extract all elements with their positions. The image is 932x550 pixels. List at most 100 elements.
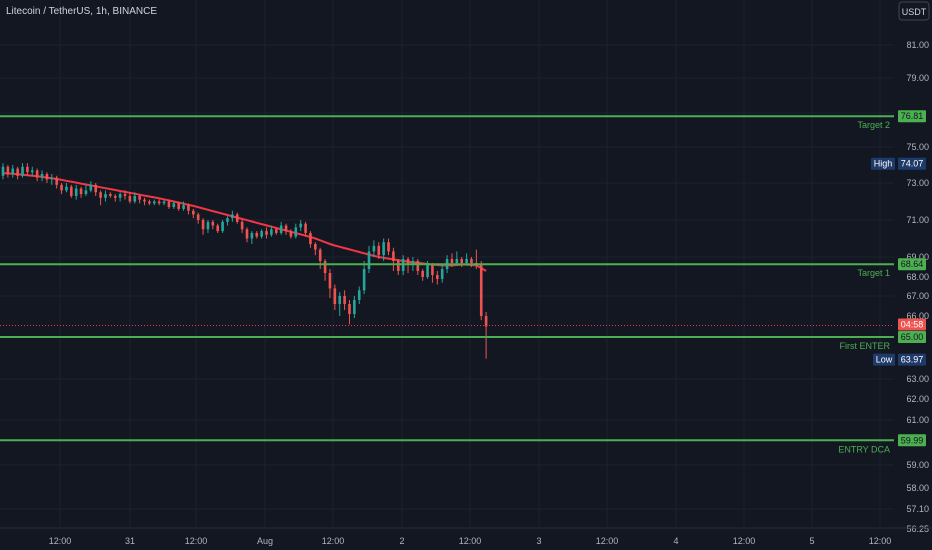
candle <box>70 184 73 198</box>
candle-body <box>26 166 29 173</box>
currency-button[interactable]: USDT <box>898 1 930 21</box>
candle <box>118 192 122 202</box>
candle <box>226 216 229 226</box>
candle <box>162 199 166 206</box>
candle-body <box>1 166 5 176</box>
candle <box>421 269 424 281</box>
time-tick-label: 12:00 <box>596 536 619 546</box>
candle-body <box>192 210 195 215</box>
candle <box>45 172 49 183</box>
candle <box>60 183 63 195</box>
time-axis[interactable]: 12:00 31 12:00 Aug 12:00 2 12:00 3 12:00 4 12:00 5 1… <box>0 527 932 546</box>
time-tick-label: 12:00 <box>49 536 72 546</box>
candle <box>196 212 200 224</box>
candle-body <box>309 232 312 245</box>
candle-body <box>11 168 15 174</box>
candle <box>479 261 483 321</box>
candle-body <box>470 259 473 263</box>
price-tick-label: 73.00 <box>906 178 929 188</box>
candle-body <box>328 273 332 289</box>
candle <box>323 259 327 281</box>
candle-body <box>440 269 444 279</box>
candle-body <box>245 229 249 239</box>
candle <box>392 247 395 271</box>
price-tick-label: 81.00 <box>906 40 929 50</box>
candle <box>79 186 83 198</box>
candle <box>362 261 366 295</box>
candle <box>11 165 15 178</box>
level-price-tag-text: 59.99 <box>901 435 924 445</box>
candle-body <box>94 184 98 193</box>
candle <box>172 201 176 209</box>
low-label-tag: Low <box>873 353 895 366</box>
candle <box>89 181 93 193</box>
candle-body <box>411 261 415 265</box>
candle-body <box>392 251 395 261</box>
level-entry-dca[interactable]: ENTRY DCA <box>0 439 898 454</box>
level-target-2[interactable]: Target 2 <box>0 115 898 130</box>
candle-body <box>382 242 385 256</box>
price-tick-label: 79.00 <box>906 73 929 83</box>
currency-button-label: USDT <box>902 7 927 17</box>
candle-body <box>377 245 381 256</box>
level-first-enter[interactable]: First ENTER <box>0 336 898 351</box>
candle-body <box>250 232 254 239</box>
candle-body <box>387 242 390 252</box>
moving-average-path <box>2 172 487 272</box>
candle-body <box>431 265 434 275</box>
candle <box>84 184 88 196</box>
level-price-tag-text: 68.64 <box>901 259 924 269</box>
level-price-tag: 59.99 <box>898 434 926 447</box>
level-label: Target 1 <box>857 268 890 278</box>
candle-body <box>143 199 146 202</box>
low-label-tag-text: Low <box>876 355 893 365</box>
candle <box>309 231 312 248</box>
candle-body <box>372 245 376 252</box>
low-value-tag-text: 63.97 <box>901 355 924 365</box>
candle <box>367 245 371 273</box>
candle <box>240 220 244 233</box>
high-value-tag: 74.07 <box>898 157 926 170</box>
candle-body <box>182 205 185 209</box>
price-tick-label: 66.00 <box>906 311 929 321</box>
time-tick-label: 2 <box>399 536 404 546</box>
candle-body <box>426 265 429 277</box>
candle <box>328 269 332 298</box>
level-target-1[interactable]: Target 1 <box>0 263 898 278</box>
candle-body <box>16 168 19 176</box>
candle <box>40 170 44 182</box>
time-tick-label: 12:00 <box>185 536 208 546</box>
candle-body <box>206 221 210 230</box>
high-label-tag: High <box>871 157 895 170</box>
price-tick-label: 69.00 <box>906 252 929 262</box>
candle-body <box>187 205 190 211</box>
candle-body <box>299 223 302 228</box>
candle-body <box>333 288 337 304</box>
candle-body <box>55 177 58 185</box>
horizontal-levels[interactable]: Target 2 Target 1 First ENTER ENTRY DCA <box>0 115 898 454</box>
candle <box>372 240 376 257</box>
candle-body <box>113 195 117 198</box>
time-tick-label: 12:00 <box>733 536 756 546</box>
candle <box>192 208 195 219</box>
current-price-tag-text: 04:58 <box>901 319 924 329</box>
price-tick-label: 63.00 <box>906 374 929 384</box>
candle-body <box>416 261 420 271</box>
candle <box>216 223 220 233</box>
currency-button-frame <box>898 1 930 21</box>
candle <box>314 242 317 256</box>
candle <box>6 165 10 178</box>
candle <box>440 265 444 283</box>
candle-body <box>231 214 234 219</box>
time-tick-label: 12:00 <box>459 536 482 546</box>
candle-body <box>255 232 259 237</box>
high-label-tag-box <box>871 157 895 170</box>
candle-body <box>177 203 180 209</box>
candle <box>333 284 337 310</box>
level-price-tag-box <box>898 110 926 123</box>
candle-body <box>455 259 459 263</box>
time-tick-label: 5 <box>809 536 814 546</box>
candle <box>30 166 34 176</box>
